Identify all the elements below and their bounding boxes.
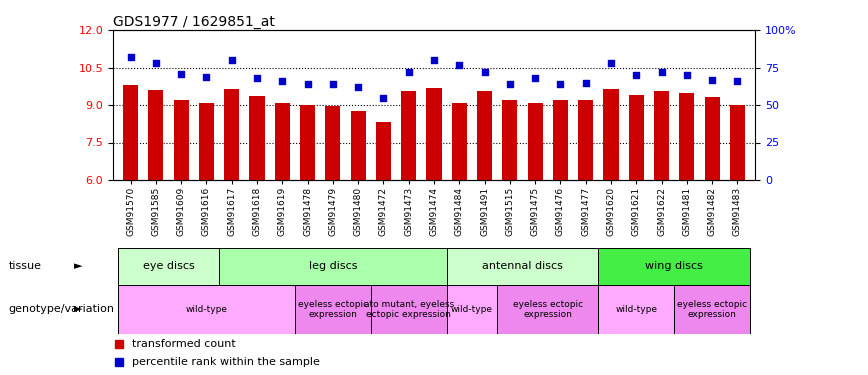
Text: transformed count: transformed count xyxy=(132,339,236,349)
Bar xyxy=(598,248,750,285)
Point xyxy=(174,70,188,76)
Bar xyxy=(503,100,517,180)
Point xyxy=(123,54,137,60)
Text: wing discs: wing discs xyxy=(645,261,703,271)
Point xyxy=(477,69,491,75)
Bar xyxy=(680,93,694,180)
Text: eyeless ectopic
expression: eyeless ectopic expression xyxy=(513,300,582,319)
Bar xyxy=(447,248,598,285)
Text: leg discs: leg discs xyxy=(309,261,357,271)
Bar xyxy=(295,285,371,334)
Point xyxy=(705,76,719,82)
Bar xyxy=(477,91,492,180)
Text: antennal discs: antennal discs xyxy=(482,261,563,271)
Text: wild-type: wild-type xyxy=(186,305,227,314)
Bar xyxy=(730,105,745,180)
Bar xyxy=(224,89,240,180)
Point xyxy=(654,69,668,75)
Text: ►: ► xyxy=(74,261,82,271)
Point xyxy=(300,81,314,87)
Text: genotype/variation: genotype/variation xyxy=(9,304,115,314)
Text: percentile rank within the sample: percentile rank within the sample xyxy=(132,357,320,367)
Bar xyxy=(118,248,219,285)
Bar xyxy=(426,87,442,180)
Point xyxy=(275,78,289,84)
Bar xyxy=(451,102,467,180)
Point xyxy=(554,81,568,87)
Point xyxy=(680,72,694,78)
Text: wild-type: wild-type xyxy=(451,305,493,314)
Bar xyxy=(528,102,542,180)
Point xyxy=(579,80,593,86)
Bar xyxy=(326,106,340,180)
Bar xyxy=(497,285,598,334)
Bar xyxy=(300,105,315,180)
Text: eyeless ectopic
expression: eyeless ectopic expression xyxy=(298,300,368,319)
Point xyxy=(377,94,391,100)
Point xyxy=(326,81,339,87)
Bar xyxy=(628,95,644,180)
Bar xyxy=(249,96,265,180)
Bar xyxy=(553,100,568,180)
Bar xyxy=(654,91,669,180)
Point xyxy=(402,69,416,75)
Bar xyxy=(598,285,674,334)
Bar xyxy=(174,100,188,180)
Bar xyxy=(148,90,163,180)
Text: tissue: tissue xyxy=(9,261,42,271)
Text: ato mutant, eyeless
ectopic expression: ato mutant, eyeless ectopic expression xyxy=(364,300,454,319)
Bar xyxy=(199,102,214,180)
Point xyxy=(604,60,618,66)
Text: eyeless ectopic
expression: eyeless ectopic expression xyxy=(677,300,747,319)
Bar xyxy=(705,98,720,180)
Point xyxy=(629,72,643,78)
Point xyxy=(200,74,214,80)
Point xyxy=(452,62,466,68)
Bar xyxy=(123,85,138,180)
Point xyxy=(427,57,441,63)
Point xyxy=(352,84,365,90)
Bar xyxy=(603,89,619,180)
Point xyxy=(225,57,239,63)
Bar xyxy=(274,102,290,180)
Bar xyxy=(219,248,447,285)
Bar xyxy=(376,123,391,180)
Bar xyxy=(401,91,417,180)
Text: ►: ► xyxy=(74,304,82,314)
Bar xyxy=(674,285,750,334)
Text: wild-type: wild-type xyxy=(615,305,657,314)
Text: GDS1977 / 1629851_at: GDS1977 / 1629851_at xyxy=(113,15,274,29)
Bar xyxy=(371,285,447,334)
Point xyxy=(503,81,516,87)
Bar xyxy=(351,111,365,180)
Text: eye discs: eye discs xyxy=(142,261,194,271)
Point xyxy=(731,78,745,84)
Point xyxy=(250,75,264,81)
Point xyxy=(149,60,163,66)
Point xyxy=(529,75,542,81)
Bar xyxy=(118,285,295,334)
Bar xyxy=(447,285,497,334)
Bar xyxy=(578,100,594,180)
